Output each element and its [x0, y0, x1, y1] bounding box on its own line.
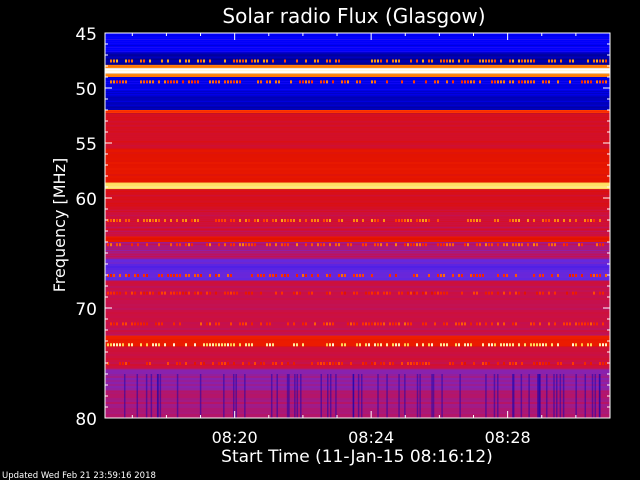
- heatmap-band: [105, 148, 610, 184]
- x-axis-label: Start Time (11-Jan-15 08:16:12): [221, 447, 493, 467]
- y-tick-label: 50: [75, 80, 97, 100]
- y-axis-label: Frequency [MHz]: [50, 158, 69, 292]
- heatmap-dotted-line: [110, 80, 607, 84]
- heatmap-area: [105, 33, 610, 418]
- x-tick-label: 08:20: [212, 428, 258, 447]
- heatmap-band: [105, 209, 610, 237]
- heatmap-dotted-line: [107, 343, 607, 347]
- heatmap-band: [105, 182, 610, 190]
- heatmap-band: [105, 52, 610, 66]
- heatmap-dotted-line: [107, 291, 604, 295]
- y-tick-label: 55: [75, 135, 97, 155]
- updated-footer: Updated Wed Feb 21 23:59:16 2018: [2, 471, 156, 480]
- heatmap-band: [105, 189, 610, 209]
- heatmap-band: [105, 236, 610, 242]
- plot-frame: [104, 32, 611, 419]
- y-tick-label: 60: [75, 190, 97, 210]
- heatmap-dotted-line: [110, 322, 604, 326]
- x-tick-label: 08:28: [485, 428, 531, 447]
- y-tick-label: 70: [75, 300, 97, 320]
- heatmap-dotted-line: [107, 243, 604, 247]
- heatmap-band: [105, 390, 610, 418]
- axes: 45 50 55 60 70 80 08:20 08:24 08:28: [75, 25, 611, 447]
- heatmap-band: [105, 96, 610, 110]
- heatmap-band: [105, 64, 610, 69]
- heatmap-band: [105, 346, 610, 369]
- heatmap-dotted-line: [107, 219, 601, 222]
- x-tick-label: 08:24: [348, 428, 394, 447]
- heatmap-streaks: [123, 374, 601, 418]
- heatmap-band: [105, 73, 610, 77]
- heatmap-band: [105, 33, 610, 53]
- heatmap-band: [105, 368, 610, 391]
- heatmap-band: [105, 77, 610, 97]
- heatmap-band: [105, 68, 610, 74]
- chart-title: Solar radio Flux (Glasgow): [222, 4, 485, 28]
- heatmap-dotted-line: [107, 362, 607, 365]
- heatmap-band: [105, 258, 610, 281]
- y-tick-label: 80: [75, 410, 97, 430]
- heatmap-dotted-line: [107, 274, 607, 277]
- heatmap-band: [105, 110, 610, 114]
- heatmap-band: [105, 113, 610, 149]
- heatmap-band: [105, 280, 610, 336]
- heatmap-dotted-line: [110, 59, 607, 63]
- y-tick-label: 45: [75, 25, 97, 45]
